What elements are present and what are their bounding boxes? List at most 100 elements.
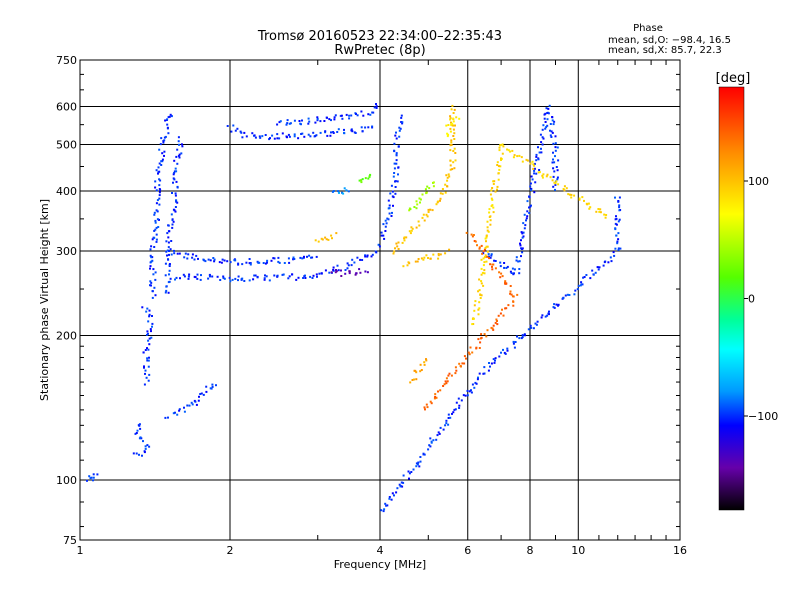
- data-point: [556, 178, 559, 181]
- data-point: [493, 361, 496, 364]
- data-point: [437, 200, 440, 203]
- data-point: [496, 188, 498, 191]
- data-point: [557, 183, 560, 186]
- data-point: [487, 369, 490, 372]
- data-point: [460, 365, 462, 368]
- data-point: [402, 481, 405, 484]
- data-point: [273, 137, 276, 140]
- data-point: [435, 396, 438, 399]
- data-point: [356, 256, 359, 259]
- data-point: [160, 137, 163, 140]
- data-point: [444, 191, 447, 194]
- data-point: [153, 229, 156, 232]
- data-point: [591, 269, 594, 272]
- data-point: [148, 373, 151, 376]
- data-point: [156, 199, 159, 202]
- data-point: [168, 280, 171, 283]
- data-point: [148, 337, 151, 340]
- data-point: [303, 135, 306, 138]
- data-point: [183, 256, 186, 259]
- chart-subtitle: RwPretec (8p): [334, 43, 425, 58]
- data-point: [423, 256, 426, 259]
- data-point: [491, 263, 494, 266]
- data-point: [334, 114, 337, 117]
- data-point: [453, 138, 456, 140]
- data-point: [325, 116, 328, 119]
- data-point: [166, 254, 168, 257]
- data-point: [418, 465, 421, 468]
- data-point: [168, 273, 170, 276]
- data-point: [169, 113, 172, 116]
- data-point: [429, 437, 432, 440]
- data-point: [414, 369, 417, 372]
- data-point: [483, 272, 486, 275]
- data-point: [525, 219, 527, 222]
- data-point: [618, 218, 621, 221]
- data-point: [452, 135, 455, 137]
- data-point: [151, 296, 154, 299]
- data-point: [146, 307, 149, 310]
- data-point: [419, 370, 422, 373]
- data-point: [149, 280, 152, 283]
- data-point: [410, 471, 413, 473]
- data-point: [370, 255, 373, 258]
- data-point: [618, 204, 621, 207]
- data-point: [450, 139, 453, 142]
- data-point: [211, 383, 214, 386]
- data-point: [489, 263, 492, 266]
- data-point: [147, 320, 150, 323]
- data-point: [209, 259, 212, 262]
- data-point: [154, 180, 157, 183]
- data-point: [518, 268, 521, 270]
- data-point: [303, 255, 305, 258]
- data-point: [405, 236, 408, 239]
- data-point: [486, 229, 489, 232]
- data-point: [277, 260, 280, 263]
- data-point: [407, 470, 410, 473]
- data-point: [342, 192, 345, 195]
- data-point: [556, 146, 559, 149]
- data-point: [212, 257, 215, 259]
- data-point: [233, 259, 236, 262]
- data-point: [403, 239, 406, 242]
- data-point: [181, 145, 184, 148]
- data-point: [287, 277, 290, 280]
- data-point: [292, 256, 295, 259]
- data-point: [375, 251, 378, 254]
- data-point: [397, 241, 400, 244]
- data-point: [291, 273, 294, 276]
- data-point: [557, 304, 559, 307]
- data-point: [479, 341, 482, 344]
- data-point: [541, 136, 544, 139]
- x-tick-label: 10: [571, 544, 585, 557]
- data-point: [494, 190, 497, 193]
- data-point: [555, 166, 558, 168]
- data-point: [554, 146, 557, 149]
- data-point: [310, 256, 312, 259]
- data-point: [422, 452, 425, 455]
- data-point: [460, 399, 463, 402]
- data-point: [148, 309, 151, 312]
- data-point: [614, 218, 617, 221]
- data-point: [478, 347, 481, 349]
- data-point: [346, 262, 349, 265]
- data-point: [551, 119, 554, 122]
- data-point: [439, 253, 442, 256]
- data-point: [546, 314, 549, 317]
- data-point: [243, 280, 246, 282]
- data-point: [387, 199, 390, 202]
- data-point: [302, 277, 305, 279]
- data-point: [614, 222, 617, 225]
- data-point: [215, 384, 217, 387]
- data-point: [190, 401, 193, 404]
- data-point: [276, 275, 279, 278]
- data-point: [547, 112, 550, 115]
- data-point: [505, 307, 508, 310]
- data-point: [402, 265, 405, 268]
- data-point: [488, 211, 491, 214]
- data-point: [385, 504, 388, 507]
- data-point: [150, 284, 152, 287]
- data-point: [441, 188, 444, 190]
- data-point: [307, 117, 310, 120]
- data-point: [395, 137, 398, 140]
